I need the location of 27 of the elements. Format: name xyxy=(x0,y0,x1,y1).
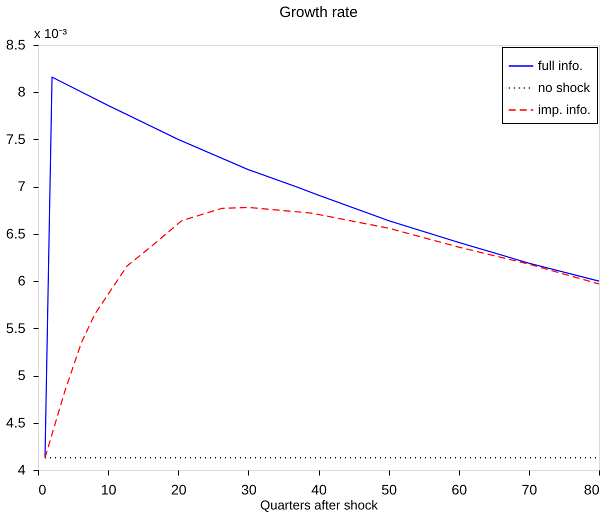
y-tick-label: 6.5 xyxy=(6,225,26,242)
line-series xyxy=(44,206,600,458)
legend-label: imp. info. xyxy=(538,102,591,117)
x-tick-label: 10 xyxy=(100,482,117,498)
x-axis-title: Quarters after shock xyxy=(260,498,378,512)
y-tick-label: 5.5 xyxy=(6,320,26,336)
x-tick-label: 20 xyxy=(170,482,187,498)
y-tick-label: 7 xyxy=(18,178,26,194)
x-tick-label: 70 xyxy=(522,482,538,498)
y-tick-label: 6 xyxy=(18,272,26,289)
y-tick-label: 8.5 xyxy=(6,36,26,52)
y-tick-label: 4 xyxy=(18,462,26,478)
y-tick-label: 4.5 xyxy=(6,414,26,430)
legend-label: full info. xyxy=(538,58,583,73)
y-tick-label: 7.5 xyxy=(6,130,26,147)
x-tick-label: 30 xyxy=(241,482,257,498)
x-tick-label: 50 xyxy=(381,482,398,498)
x-tick-label: 80 xyxy=(584,482,600,498)
y-tick-label: 8 xyxy=(18,84,26,100)
x-tick-label: 0 xyxy=(38,482,46,498)
line-series xyxy=(44,76,600,458)
text: x 10⁻³ xyxy=(34,26,68,41)
chart-title: Growth rate xyxy=(279,4,358,21)
x-tick-label: 40 xyxy=(311,482,327,498)
legend-label: no shock xyxy=(538,80,591,95)
x-tick-label: 60 xyxy=(451,482,468,498)
y-tick-label: 5 xyxy=(18,367,26,384)
